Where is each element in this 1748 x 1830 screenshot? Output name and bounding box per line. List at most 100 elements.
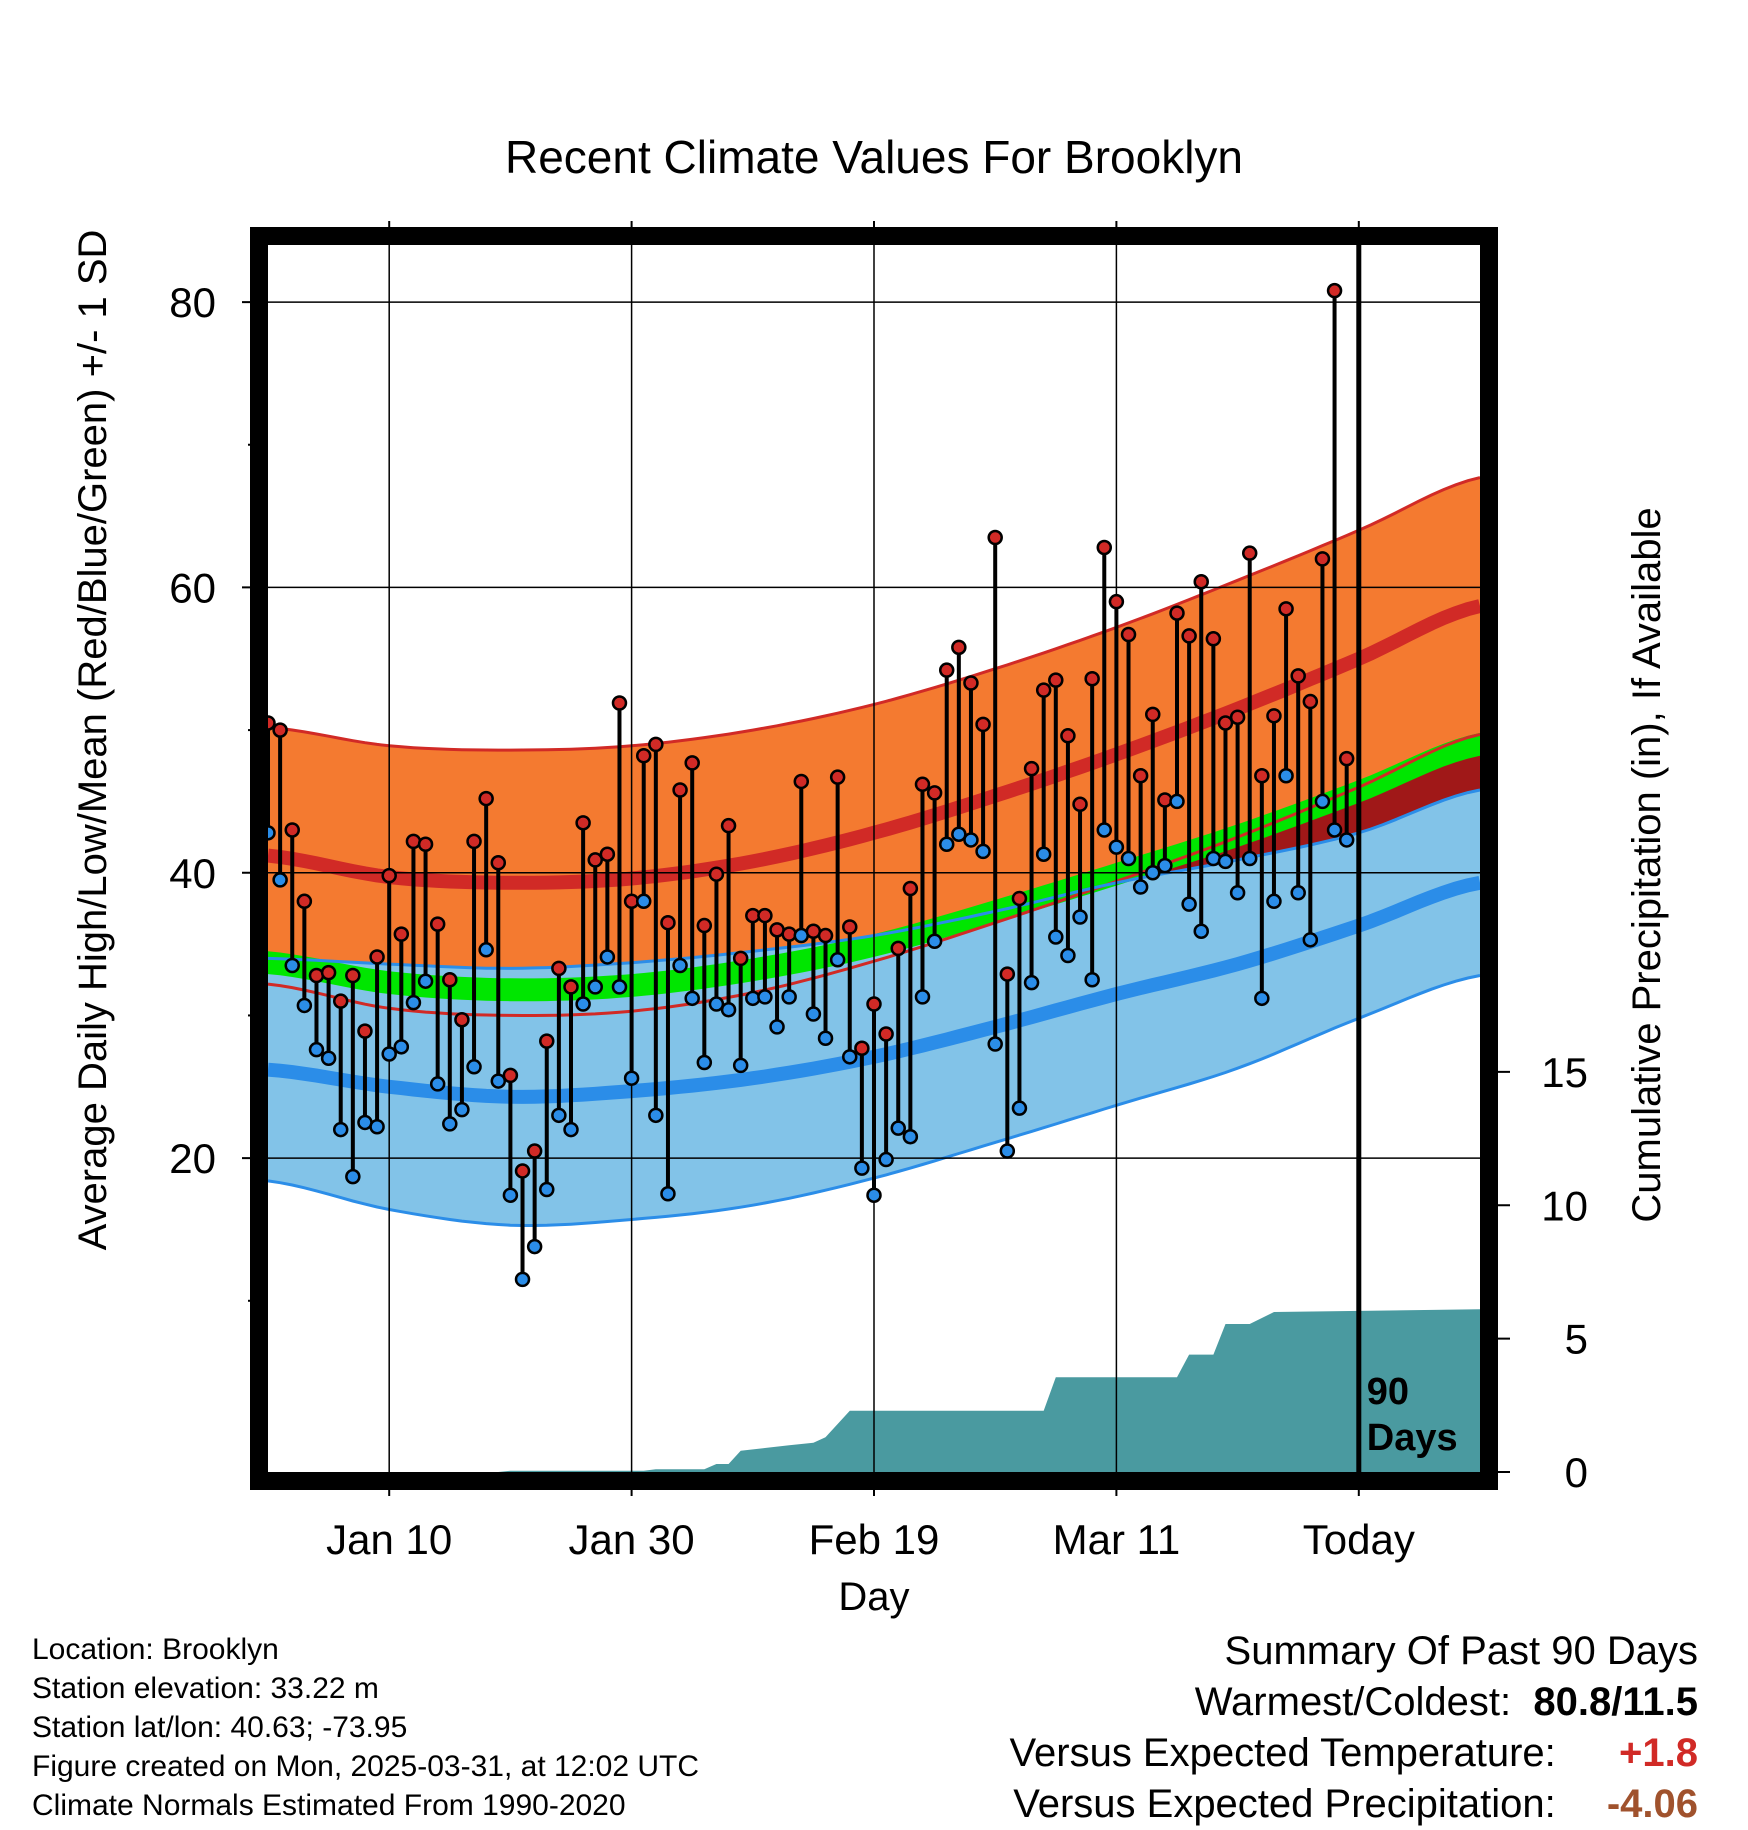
daily-low-point [975, 843, 991, 860]
y2-tick-label: 10 [1541, 1182, 1588, 1229]
info-latlon: Station lat/lon: 40.63; -73.95 [32, 1711, 408, 1744]
daily-low-point [1108, 839, 1125, 855]
daily-high-point [963, 675, 979, 691]
y-tick-label: 60 [169, 564, 216, 611]
climate-chart: Recent Climate Values For Brooklyn 90 Da… [71, 131, 1669, 1619]
daily-low-point [720, 1001, 737, 1018]
daily-low-point [1132, 879, 1149, 895]
daily-low-point [490, 1073, 507, 1089]
daily-high-point [587, 852, 603, 868]
y-tick-label: 80 [169, 279, 216, 326]
daily-low-point [1290, 884, 1306, 901]
info-elevation: Station elevation: 33.22 m [32, 1672, 379, 1705]
summary-warmest-label: Warmest/Coldest: [1194, 1680, 1512, 1724]
daily-low-point [466, 1059, 482, 1075]
daily-high-point [308, 967, 325, 984]
daily-low-point [999, 1143, 1016, 1159]
daily-low-point [902, 1128, 919, 1145]
daily-low-point [1266, 893, 1282, 910]
summary-temp-label: Versus Expected Temperature: [1009, 1731, 1556, 1775]
daily-low-point [563, 1121, 579, 1138]
daily-high-point [1132, 767, 1149, 784]
daily-high-point [1278, 601, 1294, 617]
daily-high-point [914, 776, 931, 793]
daily-low-point [296, 997, 313, 1014]
daily-high-point [1072, 796, 1088, 813]
y2-tick-label: 15 [1541, 1049, 1588, 1096]
daily-low-point [1314, 793, 1331, 810]
daily-low-point [732, 1057, 749, 1074]
daily-low-point [417, 973, 434, 989]
daily-low-point [599, 949, 616, 965]
daily-high-point [381, 867, 397, 884]
daily-low-point [829, 952, 846, 968]
daily-high-point [490, 855, 507, 871]
daily-high-point [1326, 282, 1343, 299]
daily-high-point [514, 1163, 531, 1179]
daily-low-point [1084, 972, 1100, 988]
summary-precip-row: Versus Expected Precipitation: -4.06 [1010, 1779, 1698, 1830]
daily-high-point [1035, 682, 1052, 698]
daily-high-point [817, 927, 834, 944]
daily-low-point [1229, 884, 1246, 901]
summary-temp-value: +1.8 [1619, 1731, 1698, 1775]
daily-low-point [963, 832, 979, 848]
daily-high-point [1060, 728, 1076, 744]
daily-high-point [1338, 750, 1355, 767]
daily-low-point [551, 1107, 567, 1124]
daily-low-point [320, 1050, 337, 1066]
daily-points [260, 282, 1355, 1288]
daily-high-point [987, 529, 1003, 546]
daily-low-point [1096, 822, 1113, 838]
daily-high-point [684, 755, 700, 771]
daily-low-point [1023, 974, 1040, 991]
daily-low-point [769, 1019, 785, 1035]
daily-high-point [454, 1011, 470, 1028]
daily-high-point [1193, 573, 1209, 590]
daily-high-point [708, 866, 725, 882]
daily-low-point [781, 989, 797, 1005]
summary-precip-label: Versus Expected Precipitation: [1013, 1782, 1556, 1826]
daily-high-point [345, 967, 361, 984]
info-created: Figure created on Mon, 2025-03-31, at 12… [32, 1750, 700, 1783]
daily-high-point [793, 773, 810, 790]
x-tick-label: Jan 10 [326, 1516, 452, 1563]
daily-low-point [1048, 929, 1064, 945]
daily-low-point [635, 893, 652, 910]
daily-low-point [1241, 850, 1258, 867]
daily-low-point [817, 1030, 834, 1047]
daily-low-point [866, 1187, 882, 1203]
daily-range-stems [266, 290, 1349, 1280]
daily-low-point [660, 1186, 676, 1202]
daily-high-point [720, 817, 737, 834]
daily-high-point [551, 960, 567, 977]
daily-low-point [526, 1238, 543, 1255]
info-normals: Climate Normals Estimated From 1990-2020 [32, 1789, 626, 1822]
daily-low-point [1193, 923, 1209, 940]
daily-low-point [284, 957, 300, 974]
daily-high-point [417, 836, 434, 852]
daily-high-point [1241, 545, 1258, 561]
daily-low-point [369, 1118, 385, 1135]
daily-high-point [1084, 670, 1100, 687]
daily-high-point [1181, 628, 1197, 644]
daily-high-point [842, 919, 858, 935]
daily-high-point [999, 966, 1016, 982]
daily-low-point [1338, 832, 1355, 848]
daily-high-point [320, 964, 337, 981]
daily-high-point [526, 1143, 543, 1159]
daily-low-point [987, 1036, 1003, 1052]
daily-low-point [623, 1070, 640, 1086]
daily-low-point [575, 996, 591, 1012]
daily-low-point [611, 979, 628, 995]
daily-low-point [1011, 1100, 1028, 1116]
daily-high-point [926, 785, 943, 801]
daily-low-point [539, 1181, 555, 1198]
daily-low-point [1302, 932, 1319, 948]
daily-high-point [660, 914, 676, 931]
precipitation-series [268, 1309, 1480, 1472]
info-location: Location: Brooklyn [32, 1633, 279, 1666]
daily-low-point [272, 872, 288, 888]
x-tick-label: Feb 19 [809, 1516, 940, 1563]
daily-high-point [405, 833, 422, 850]
